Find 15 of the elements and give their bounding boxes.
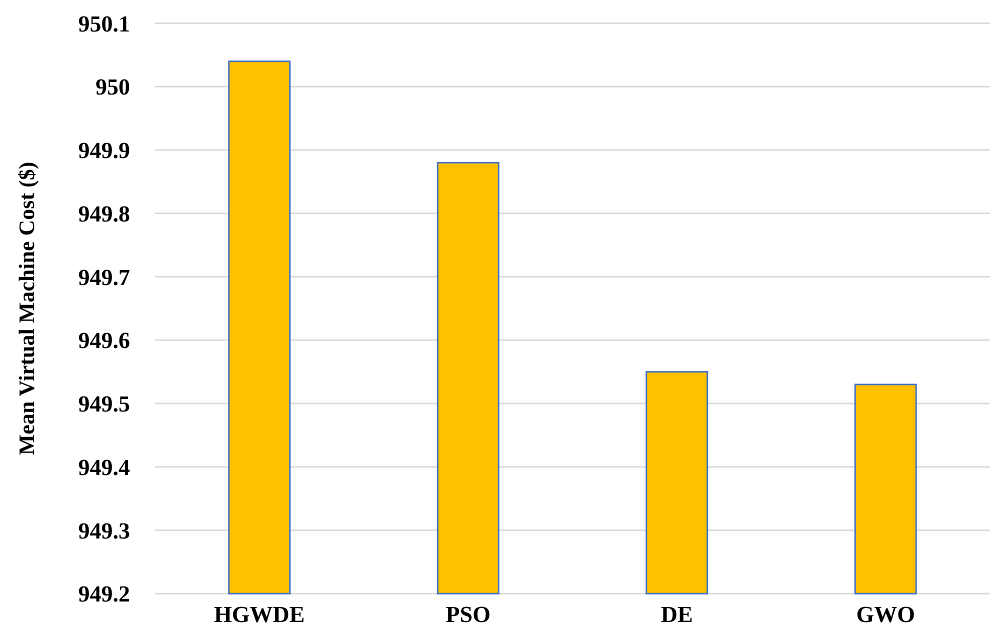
y-tick-label: 949.2 — [78, 582, 130, 607]
y-tick-label: 949.3 — [78, 518, 130, 544]
x-tick-label: GWO — [856, 602, 916, 627]
y-tick-label: 949.4 — [78, 454, 130, 480]
y-tick-label: 950 — [96, 74, 130, 100]
y-tick-label: 949.7 — [78, 264, 130, 290]
x-tick-label: PSO — [446, 602, 490, 627]
y-tick-label: 949.5 — [78, 392, 130, 417]
x-tick-label: DE — [660, 602, 693, 627]
y-tick-label: 949.6 — [78, 328, 130, 354]
y-tick-label: 949.9 — [78, 138, 130, 164]
y-tick-label: 949.8 — [78, 201, 130, 226]
x-tick-label: HGWDE — [214, 602, 305, 627]
y-tick-label: 950.1 — [78, 11, 130, 36]
y-axis-title: Mean Virtual Machine Cost ($) — [14, 162, 39, 456]
